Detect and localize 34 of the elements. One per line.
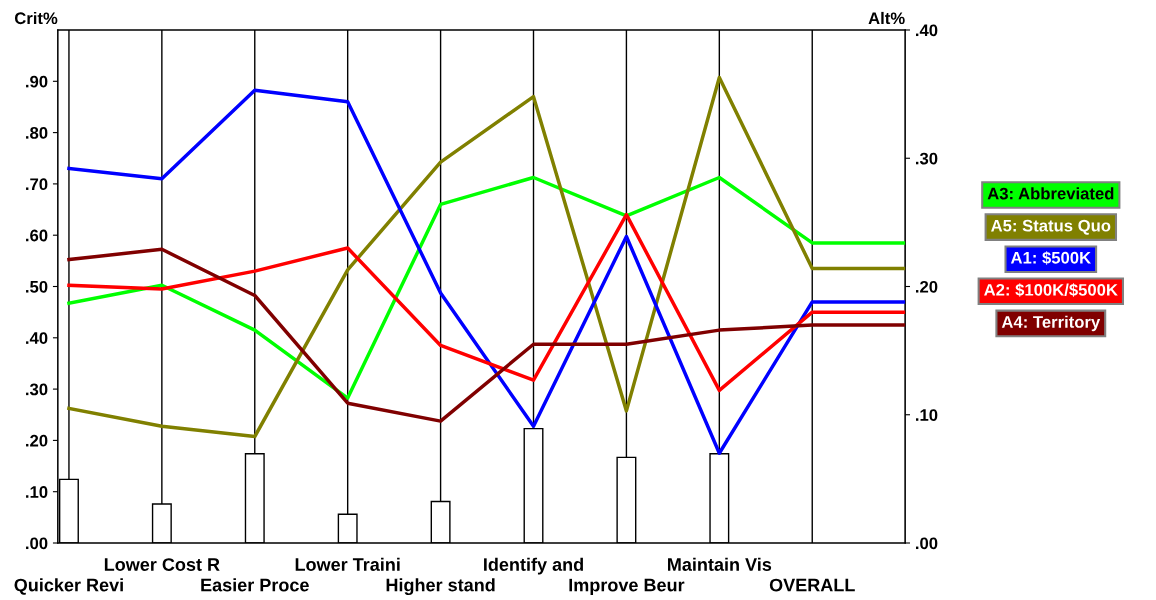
y-tick-label: .70 [26, 178, 48, 191]
y-tick-label: .60 [26, 229, 48, 242]
x-tick-label: Quicker Revi [14, 578, 123, 595]
y-tick-label: .50 [26, 280, 48, 293]
x-tick-label: Identify and [484, 557, 583, 575]
text: A3: Abbreviated [987, 187, 1114, 200]
y-tick-label: .20 [26, 434, 48, 447]
x-tick-label: Lower Cost R [104, 558, 220, 571]
y-tick-label: .30 [26, 383, 48, 396]
y-tick-label: .10 [26, 486, 48, 498]
text: A2: $100K/$500K [984, 283, 1118, 297]
x-tick-label: Higher stand [386, 578, 495, 596]
x-tick-label: Maintain Vis [668, 557, 772, 571]
line-series [67, 212, 906, 393]
y2-tick-label: .00 [916, 537, 938, 550]
text: A4: Territory [1001, 315, 1101, 332]
line-series [67, 175, 906, 400]
y-tick-label: .40 [26, 332, 48, 344]
y-tick-label: .90 [26, 75, 48, 88]
y-tick-label: .00 [26, 537, 48, 550]
x-tick-label: OVERALL [769, 578, 855, 592]
y2-axis-title: Alt% [868, 11, 905, 25]
x-tick-label: Improve Beur [569, 578, 685, 596]
y2-tick-label: .40 [916, 24, 938, 37]
y2-tick-label: .10 [916, 409, 938, 421]
text: A1: $500K [1010, 251, 1091, 265]
y-axis-title: Crit% [14, 11, 58, 25]
text: A5: Status Quo [991, 219, 1111, 235]
y2-tick-label: .30 [916, 152, 938, 165]
x-tick-label: Lower Traini [295, 557, 400, 571]
line-series [67, 247, 906, 423]
x-tick-label: Easier Proce [201, 578, 309, 592]
y-tick-label: .80 [26, 127, 48, 139]
y2-tick-label: .20 [916, 280, 938, 293]
